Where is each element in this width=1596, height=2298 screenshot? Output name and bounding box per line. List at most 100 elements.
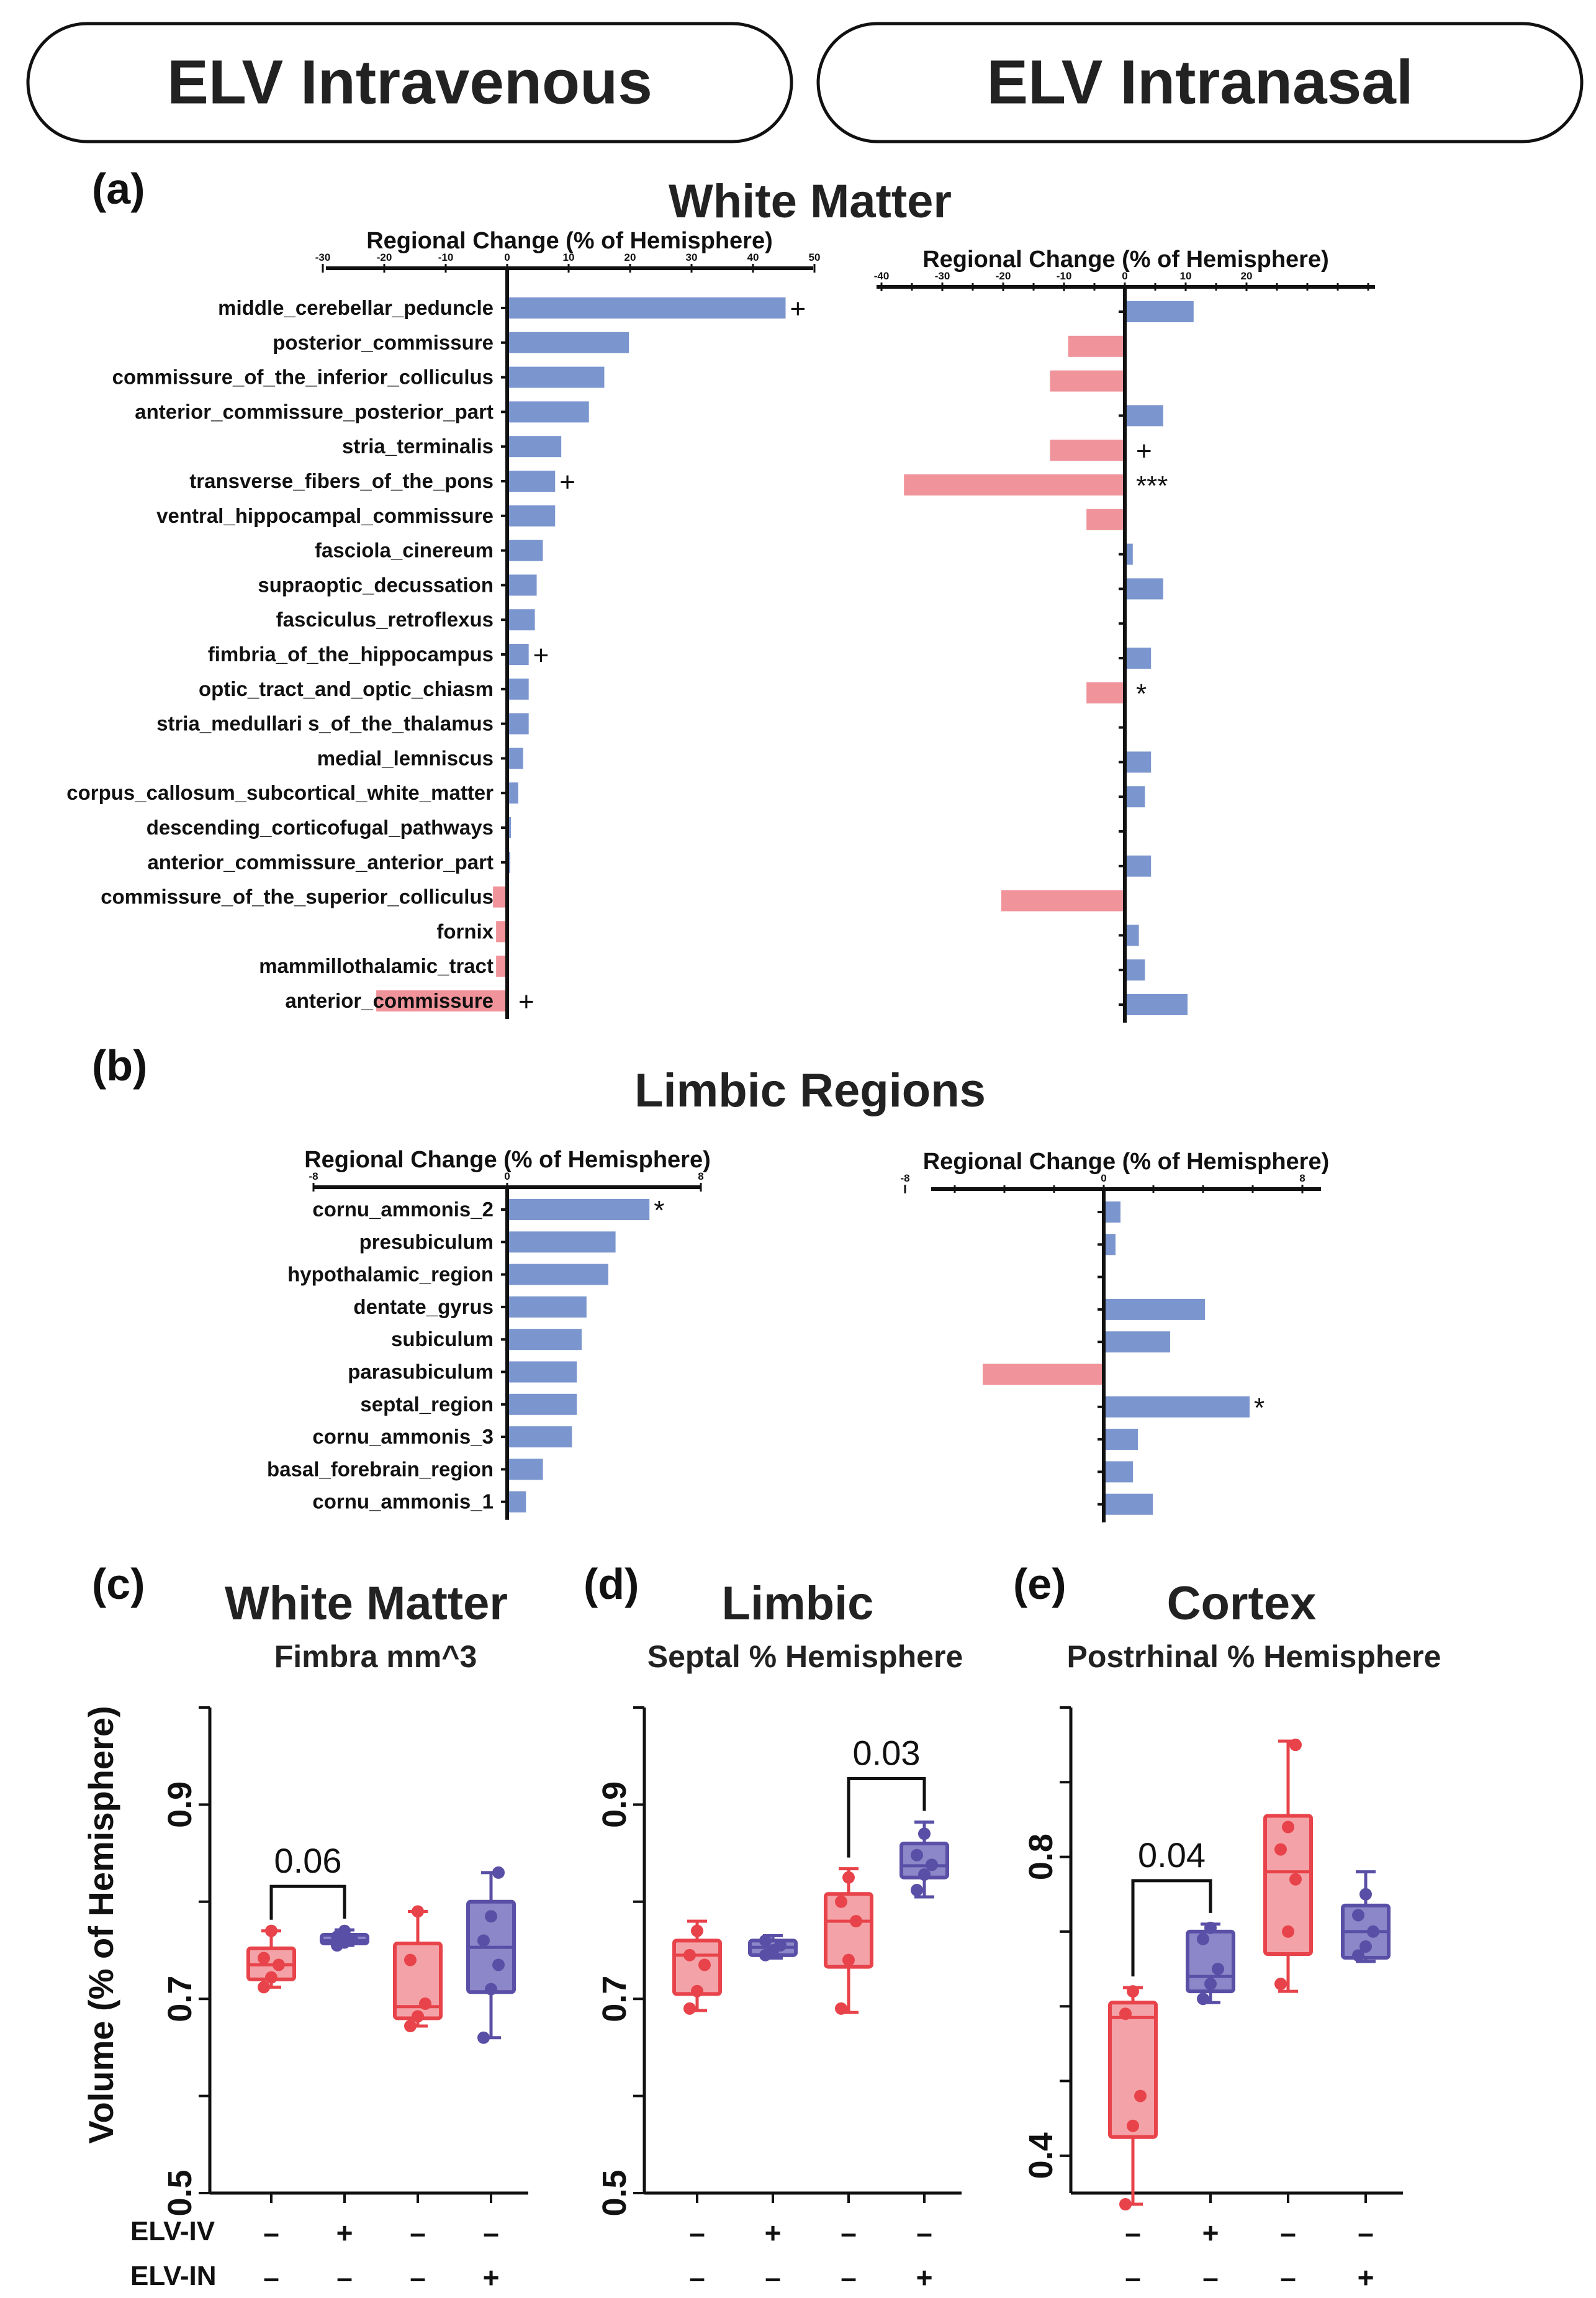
- bar-category-label: hypothalamic_region: [287, 1263, 494, 1286]
- bar-mammillothalamic-tract: [1127, 959, 1145, 981]
- bar-subiculum: [509, 1329, 582, 1350]
- box-data-point: [258, 1981, 270, 1994]
- comparison-p-value: 0.04: [1138, 1835, 1206, 1875]
- box-data-point: [1282, 1925, 1294, 1938]
- box-group-2: +–: [748, 1934, 798, 2294]
- group-symbol-row1: –: [263, 2217, 279, 2249]
- box-data-point: [835, 2002, 847, 2015]
- box-data-point: [926, 1858, 938, 1871]
- box-plots: 0.50.70.9––+––––+0.060.50.70.9––+––––+0.…: [161, 1706, 1403, 2294]
- bar-cornu-ammonis-1: [1106, 1493, 1153, 1515]
- bar-significance-mark: +: [533, 640, 549, 671]
- box-data-point: [683, 1948, 696, 1961]
- bar-significance-mark: +: [559, 467, 575, 497]
- bar-significance-mark: +: [518, 987, 534, 1017]
- group-symbol-row2: –: [1280, 2261, 1296, 2294]
- bar-anterior-commissure: [376, 990, 505, 1011]
- box-group-1: ––: [246, 1924, 296, 2294]
- bar-middle-cerebellar-peduncle: [1127, 301, 1194, 322]
- panel-title-b: Limbic Regions: [634, 1064, 986, 1117]
- box-y-tick-label: 0.5: [596, 2169, 633, 2216]
- bar-x-tick-label: 10: [563, 251, 575, 263]
- box-data-point: [485, 1983, 497, 1996]
- bar-x-tick-label: -10: [438, 251, 454, 263]
- bar-category-label: commissure_of_the_inferior_colliculus: [112, 366, 494, 389]
- bar-presubiculum: [1106, 1234, 1116, 1255]
- bar-significance-mark: +: [1136, 436, 1152, 466]
- bar-significance-mark: *: [1254, 1393, 1265, 1423]
- group-symbol-row1: –: [1358, 2217, 1374, 2249]
- comparison-bracket: [269, 1884, 346, 1920]
- box-group-3: ––: [393, 1905, 443, 2294]
- group-symbol-row2: –: [765, 2261, 781, 2294]
- box-group-3: ––: [824, 1867, 873, 2294]
- bar-category-label: fornix: [436, 920, 494, 943]
- comparison-bracket: [847, 1777, 926, 1858]
- box-plot-d: 0.50.70.9––+––––+0.03: [596, 1706, 962, 2294]
- box-data-point: [1359, 1888, 1372, 1901]
- header-intravenous-pill: [26, 22, 793, 143]
- bar-x-tick-label: 8: [698, 1170, 703, 1182]
- box-group-4: –+: [1341, 1870, 1391, 2294]
- bar-category-label: stria_medullari s_of_the_thalamus: [156, 712, 494, 735]
- bar-axis-title: Regional Change (% of Hemisphere): [304, 1147, 711, 1173]
- box-data-point: [412, 1905, 424, 1918]
- group-symbol-row1: –: [689, 2217, 705, 2249]
- bar-fimbria-of-the-hippocampus: [1127, 648, 1152, 669]
- panel-title-e: Cortex: [1167, 1577, 1317, 1630]
- bar-commissure-of-the-superior-colliculus: [493, 886, 505, 908]
- box-data-point: [338, 1924, 351, 1937]
- bar-corpus-callosum-subcortical-white-matter: [509, 782, 518, 804]
- group-symbol-row1: –: [483, 2217, 499, 2249]
- box-data-point: [1212, 1963, 1224, 1976]
- bar-subiculum: [1106, 1331, 1170, 1353]
- bar-x-tick-label: -30: [935, 270, 950, 282]
- bar-fornix: [1127, 925, 1139, 946]
- bar-anterior-commissure-anterior-part: [509, 851, 510, 873]
- bar-chart-a-left: Regional Change (% of Hemisphere) -30 -20 -…: [66, 228, 820, 1019]
- box-data-point: [918, 1868, 931, 1881]
- bar-category-label: corpus_callosum_subcortical_white_matter: [66, 781, 494, 804]
- bar-parasubiculum: [983, 1364, 1102, 1385]
- box-data-point: [1134, 2089, 1147, 2102]
- bar-category-label: fimbria_of_the_hippocampus: [208, 643, 494, 666]
- bar-significance-mark: *: [654, 1195, 664, 1226]
- header-intravenous: ELV Intravenous: [26, 22, 793, 143]
- bar-x-tick-label: 30: [686, 251, 698, 263]
- box-data-point: [1127, 1985, 1139, 1998]
- group-symbol-row1: +: [336, 2217, 353, 2249]
- header-intranasal-pill: [816, 22, 1584, 143]
- bar-category-label: anterior_commissure_posterior_part: [135, 400, 494, 423]
- bar-axis-title: Regional Change (% of Hemisphere): [923, 1149, 1330, 1175]
- box-data-point: [698, 1958, 711, 1971]
- group-symbol-row1: +: [765, 2217, 782, 2249]
- box-y-tick-label: 0.7: [596, 1976, 633, 2022]
- bar-cornu-ammonis-3: [509, 1426, 572, 1448]
- bar-x-tick-label: 0: [1101, 1172, 1106, 1184]
- box-data-point: [835, 1895, 847, 1908]
- header-intranasal: ELV Intranasal: [816, 22, 1584, 143]
- bar-commissure-of-the-superior-colliculus: [1001, 890, 1123, 912]
- box-data-point: [850, 1915, 862, 1928]
- box-y-tick-label: 0.8: [1022, 1834, 1060, 1880]
- box-data-point: [1289, 1739, 1302, 1752]
- box-group-4: –+: [466, 1866, 516, 2294]
- bar-x-tick-label: 50: [809, 251, 821, 263]
- box-data-point: [477, 2031, 490, 2044]
- bar-fasciola-cinereum: [1127, 543, 1133, 565]
- bar-category-label: parasubiculum: [348, 1360, 494, 1383]
- bar-category-label: descending_corticofugal_pathways: [147, 816, 494, 839]
- bar-category-label: cornu_ammonis_2: [312, 1198, 494, 1221]
- box-group-1: ––: [672, 1919, 722, 2294]
- panel-letter-d: (d): [584, 1560, 639, 1608]
- box-data-point: [691, 1984, 703, 1997]
- bar-ventral-hippocampal-commissure: [1086, 509, 1123, 530]
- box-data-point: [918, 1827, 931, 1840]
- bar-category-label: supraoptic_decussation: [258, 573, 494, 596]
- group-symbol-row1: +: [1202, 2217, 1219, 2249]
- bar-category-label: cornu_ammonis_1: [312, 1490, 494, 1513]
- bar-category-label: anterior_commissure: [285, 989, 494, 1012]
- panel-title-a: White Matter: [669, 175, 952, 228]
- bar-category-label: mammillothalamic_tract: [259, 954, 494, 977]
- box-data-point: [911, 1884, 923, 1897]
